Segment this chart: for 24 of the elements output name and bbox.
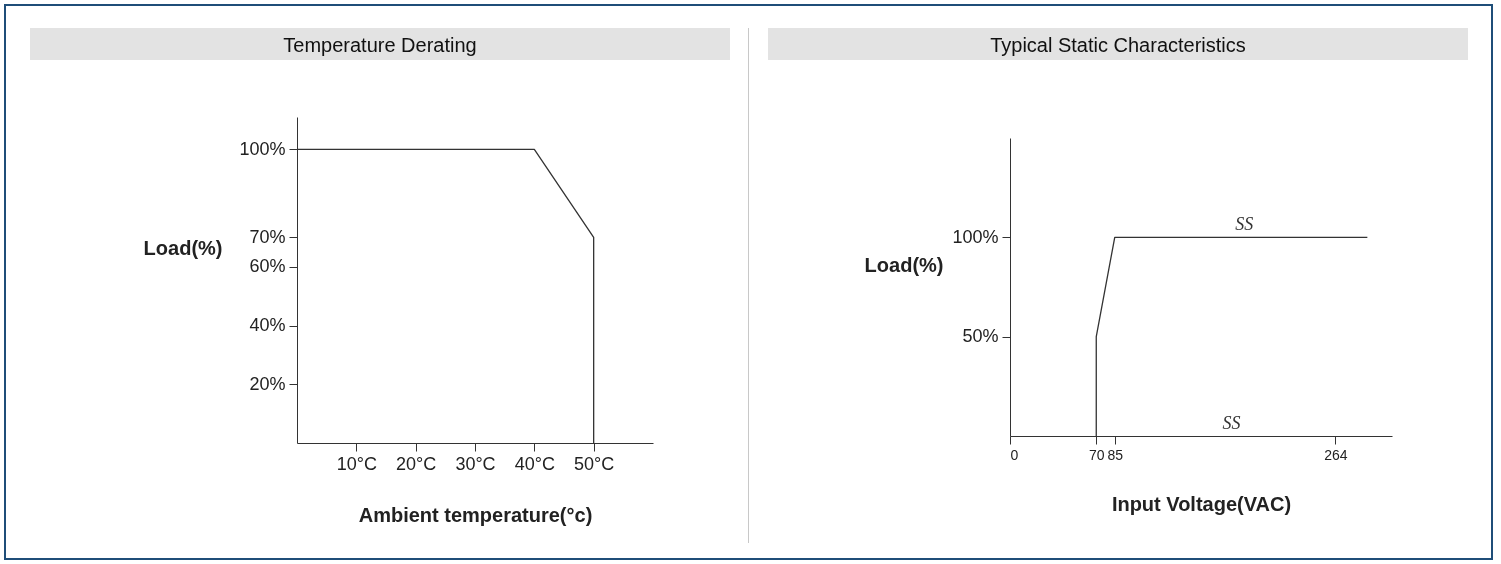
y-tick-label: 40% [249, 315, 286, 336]
x-axis-title: Ambient temperature(°c) [358, 503, 593, 526]
chart-title: Typical Static Characteristics [989, 34, 1247, 57]
y-tick-label: 60% [249, 256, 286, 277]
x-tick-label: 70 [1088, 446, 1105, 463]
x-tick-label: 40°C [514, 453, 555, 474]
y-tick-label: 70% [249, 226, 286, 247]
x-tick-label: 20°C [396, 453, 437, 474]
x-tick-label: 30°C [455, 453, 496, 474]
annotation: SS [1222, 413, 1241, 433]
x-tick-label: 0 [1010, 446, 1019, 463]
y-tick-label: 100% [952, 226, 999, 247]
y-tick-label: 100% [239, 138, 286, 159]
x-tick-label: 85 [1107, 446, 1124, 463]
x-axis-title: Input Voltage(VAC) [1111, 492, 1292, 515]
y-tick-label: 20% [249, 373, 286, 394]
y-tick-label: 50% [962, 326, 999, 347]
y-axis-title: Load(%) [143, 236, 223, 259]
x-tick-label: 10°C [336, 453, 377, 474]
annotation: SS [1235, 214, 1254, 235]
y-axis-title: Load(%) [864, 253, 944, 276]
x-tick-label: 264 [1324, 446, 1348, 463]
chart-title: Temperature Derating [282, 34, 478, 57]
x-tick-label: 50°C [574, 453, 615, 474]
